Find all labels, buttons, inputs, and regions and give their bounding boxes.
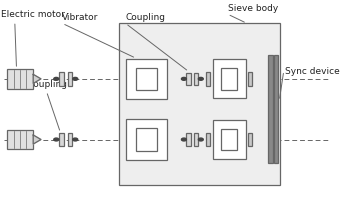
Polygon shape [33,75,41,84]
Bar [274,56,278,163]
Circle shape [198,138,203,141]
Bar [136,69,157,90]
Polygon shape [33,135,41,144]
Circle shape [73,138,78,141]
Circle shape [181,138,186,141]
Bar [248,73,252,86]
Text: Coupling: Coupling [126,13,165,22]
Bar [221,129,237,151]
Circle shape [181,78,186,81]
Bar [206,73,211,86]
Bar [268,56,273,163]
Bar [59,73,64,86]
Bar [126,60,167,99]
Circle shape [54,138,59,141]
Text: Sieve body: Sieve body [228,4,278,13]
Bar [206,133,211,146]
Text: Sync device: Sync device [285,67,340,76]
Bar [194,73,198,86]
Bar [213,120,246,159]
Bar [221,69,237,90]
Bar [68,133,72,146]
Text: Electric motor: Electric motor [1,10,65,19]
Bar [68,73,72,86]
Bar [59,133,64,146]
Bar [7,70,33,89]
Bar [119,24,280,185]
Bar [7,130,33,150]
Circle shape [198,78,203,81]
Text: Vibrator: Vibrator [62,13,99,22]
Bar [186,73,191,86]
Bar [248,133,252,146]
Circle shape [73,78,78,81]
Circle shape [54,78,59,81]
Bar [194,134,198,146]
Bar [213,60,246,99]
Text: Coupling: Coupling [27,80,67,89]
Bar [136,129,157,151]
Bar [186,134,191,146]
Bar [126,120,167,160]
